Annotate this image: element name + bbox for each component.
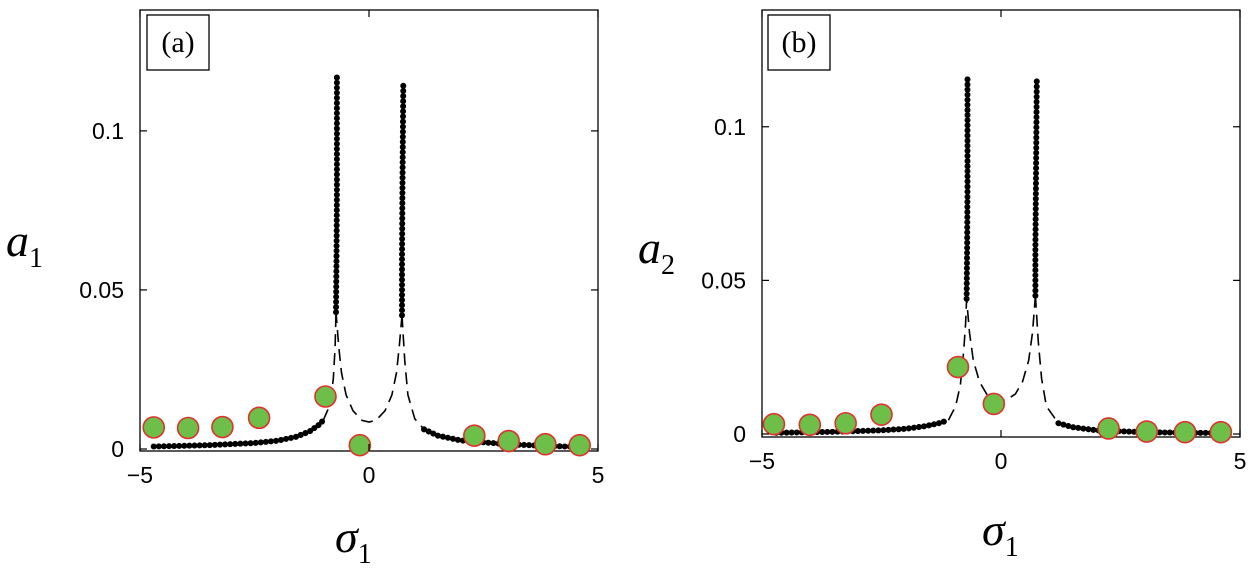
data-marker (762, 412, 786, 436)
x-axis-label: σ1 (982, 504, 1019, 563)
x-tick-label: −5 (127, 462, 153, 488)
x-tick-label: −5 (749, 448, 775, 474)
x-tick-label: 0 (363, 462, 376, 488)
stable-response-curve (150, 417, 327, 450)
stable-response-curve (773, 417, 952, 436)
y-tick-label: 0 (111, 436, 124, 462)
plot-frame (761, 9, 1241, 438)
y-tick-label: 0.1 (714, 114, 746, 140)
data-marker (211, 415, 234, 439)
stable-response-curve (333, 70, 340, 316)
x-tick-label: 5 (592, 462, 605, 488)
data-marker (348, 433, 372, 457)
data-marker (534, 432, 557, 456)
y-tick-label: 0.05 (701, 267, 746, 293)
stable-response-curve (421, 426, 592, 451)
curve-layer (150, 70, 592, 451)
x-axis-subscript: 1 (358, 539, 372, 570)
marker-layer (142, 385, 591, 457)
data-marker (568, 433, 591, 457)
tick-layer: −5 0 500.050.1 (701, 10, 1246, 474)
panel-a: −5 0 500.050.1 (a) a1 σ1 (6, 9, 604, 570)
y-tick-label: 0 (733, 421, 746, 447)
y-axis-symbol: a (6, 215, 29, 266)
data-marker (142, 416, 166, 439)
plot-frame (139, 9, 599, 452)
y-axis-label: a1 (6, 215, 43, 274)
panel-label-box (146, 14, 210, 71)
y-axis-subscript: 2 (661, 250, 675, 281)
stable-response-curve (1032, 74, 1040, 299)
y-tick-label: 0.1 (92, 118, 124, 144)
y-axis-symbol: a (638, 222, 661, 273)
stable-response-curve (1055, 420, 1234, 437)
unstable-response-curve (401, 315, 425, 430)
data-marker (946, 355, 970, 379)
x-axis-label: σ1 (335, 511, 372, 570)
data-marker (1209, 420, 1233, 444)
x-axis-symbol: σ (335, 511, 360, 562)
data-marker (798, 413, 822, 437)
data-marker (247, 406, 271, 430)
panel-label-box (767, 14, 831, 71)
data-marker (497, 429, 520, 453)
unstable-response-curve (322, 312, 337, 421)
panel-label: (a) (161, 26, 194, 59)
x-tick-label: 0 (995, 448, 1008, 474)
curve-layer (773, 74, 1234, 437)
panel-b: −5 0 500.050.1 (b) a2 σ1 (638, 9, 1246, 563)
data-marker (176, 416, 200, 440)
y-tick-label: 0.05 (79, 277, 124, 303)
data-marker (834, 411, 857, 435)
unstable-response-curve (947, 298, 968, 421)
data-marker (1097, 417, 1120, 440)
tick-layer: −5 0 500.050.1 (79, 10, 604, 488)
stable-response-curve (963, 74, 971, 302)
unstable-response-curve (1034, 295, 1060, 424)
x-tick-label: 5 (1234, 448, 1247, 474)
data-marker (870, 403, 893, 426)
x-axis-symbol: σ (982, 504, 1007, 555)
panel-label: (b) (782, 26, 817, 59)
stable-response-curve (399, 80, 407, 319)
data-marker (1173, 420, 1197, 444)
y-axis-subscript: 1 (29, 243, 43, 274)
unstable-response-curve (335, 312, 403, 423)
unstable-response-curve (965, 295, 1037, 401)
data-marker (1135, 420, 1159, 443)
data-marker (314, 385, 337, 408)
x-axis-subscript: 1 (1005, 532, 1019, 563)
marker-layer (762, 355, 1233, 444)
y-axis-label: a2 (638, 222, 675, 281)
data-marker (982, 392, 1006, 416)
data-marker (463, 424, 486, 447)
